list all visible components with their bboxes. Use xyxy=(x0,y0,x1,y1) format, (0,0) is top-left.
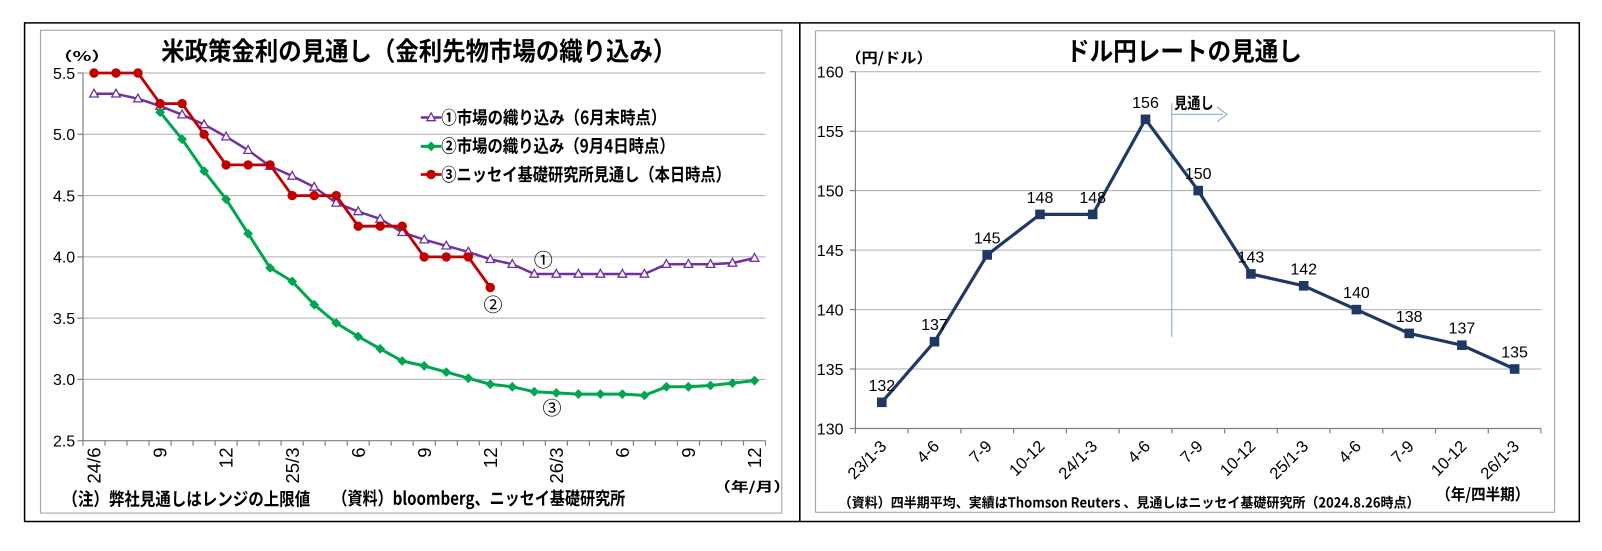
svg-text:140: 140 xyxy=(1343,285,1370,302)
svg-text:145: 145 xyxy=(817,243,844,260)
svg-text:135: 135 xyxy=(817,362,844,379)
svg-text:137: 137 xyxy=(1449,321,1476,338)
svg-text:142: 142 xyxy=(1290,261,1317,278)
svg-text:26/3: 26/3 xyxy=(546,448,567,484)
svg-text:135: 135 xyxy=(1501,345,1528,362)
svg-text:137: 137 xyxy=(921,317,948,334)
svg-text:132: 132 xyxy=(868,378,895,395)
svg-text:12: 12 xyxy=(744,448,765,469)
svg-text:12: 12 xyxy=(216,448,237,469)
svg-text:150: 150 xyxy=(1185,166,1212,183)
svg-text:9: 9 xyxy=(678,448,699,458)
svg-text:2.5: 2.5 xyxy=(53,434,75,451)
svg-text:24/6: 24/6 xyxy=(84,448,105,484)
svg-text:4.5: 4.5 xyxy=(53,188,75,205)
svg-text:148: 148 xyxy=(1027,190,1054,207)
svg-text:6: 6 xyxy=(612,448,633,458)
svg-text:130: 130 xyxy=(817,421,844,438)
svg-text:150: 150 xyxy=(817,183,844,200)
svg-text:9: 9 xyxy=(150,448,171,458)
svg-text:160: 160 xyxy=(817,65,844,82)
svg-text:145: 145 xyxy=(974,230,1001,247)
svg-text:156: 156 xyxy=(1132,95,1159,112)
svg-text:4.0: 4.0 xyxy=(53,250,75,267)
svg-text:25/3: 25/3 xyxy=(282,448,303,484)
svg-text:5.5: 5.5 xyxy=(53,66,75,83)
svg-text:6: 6 xyxy=(348,448,369,458)
svg-text:140: 140 xyxy=(817,302,844,319)
svg-text:3.0: 3.0 xyxy=(53,372,75,389)
svg-text:5.0: 5.0 xyxy=(53,127,75,144)
svg-text:143: 143 xyxy=(1238,249,1265,266)
svg-text:155: 155 xyxy=(817,124,844,141)
svg-text:138: 138 xyxy=(1396,309,1423,326)
svg-text:3.5: 3.5 xyxy=(53,311,75,328)
svg-text:12: 12 xyxy=(480,448,501,469)
svg-text:148: 148 xyxy=(1079,190,1106,207)
svg-text:9: 9 xyxy=(414,448,435,458)
